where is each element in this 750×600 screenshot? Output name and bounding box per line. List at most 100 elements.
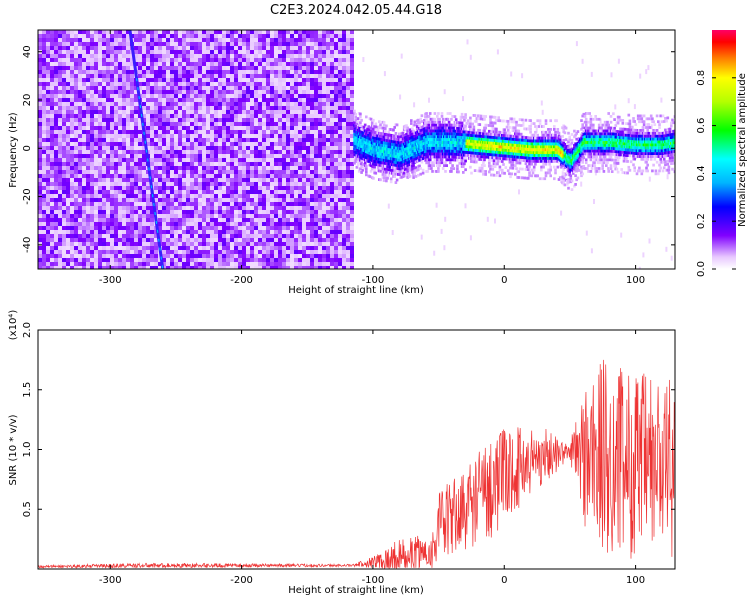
- noise-cell: [318, 202, 322, 206]
- noise-cell: [290, 162, 294, 166]
- noise-cell: [462, 96, 464, 102]
- noise-cell: [270, 46, 274, 50]
- noise-cell: [270, 262, 274, 266]
- noise-cell: [46, 242, 50, 246]
- noise-cell: [186, 218, 190, 222]
- noise-cell: [38, 186, 42, 190]
- noise-cell: [274, 42, 278, 46]
- noise-cell: [150, 150, 154, 154]
- noise-cell: [282, 54, 286, 58]
- noise-cell: [286, 82, 290, 86]
- noise-cell: [342, 186, 346, 190]
- noise-cell: [314, 234, 318, 238]
- noise-cell: [142, 222, 146, 226]
- noise-cell: [330, 178, 334, 182]
- noise-cell: [250, 166, 254, 170]
- noise-cell: [202, 146, 206, 150]
- noise-cell: [114, 250, 118, 254]
- noise-cell: [154, 206, 158, 210]
- noise-cell: [94, 158, 98, 162]
- noise-cell: [122, 206, 126, 210]
- noise-cell: [350, 42, 354, 46]
- noise-cell: [266, 210, 270, 214]
- noise-cell: [262, 138, 266, 142]
- noise-cell: [258, 50, 262, 54]
- noise-cell: [150, 94, 154, 98]
- noise-cell: [170, 194, 174, 198]
- noise-cell: [338, 34, 342, 38]
- noise-cell: [186, 254, 190, 258]
- noise-cell: [98, 266, 102, 269]
- noise-cell: [74, 86, 78, 90]
- noise-cell: [310, 142, 314, 146]
- noise-cell: [134, 90, 138, 94]
- noise-cell: [330, 214, 334, 218]
- noise-cell: [78, 62, 82, 66]
- noise-cell: [82, 58, 86, 62]
- noise-cell: [214, 146, 218, 150]
- noise-cell: [314, 90, 318, 94]
- noise-cell: [290, 130, 294, 134]
- noise-cell: [444, 216, 447, 222]
- noise-cell: [46, 130, 50, 134]
- noise-cell: [82, 174, 86, 178]
- noise-cell: [238, 218, 242, 222]
- noise-cell: [326, 202, 330, 206]
- noise-cell: [435, 202, 438, 208]
- noise-cell: [330, 174, 334, 178]
- noise-cell: [78, 34, 82, 38]
- noise-cell: [54, 78, 58, 82]
- noise-cell: [70, 90, 74, 94]
- noise-cell: [218, 194, 222, 198]
- noise-cell: [54, 138, 58, 142]
- noise-cell: [350, 70, 354, 74]
- noise-cell: [46, 34, 50, 38]
- noise-cell: [330, 158, 334, 162]
- noise-cell: [290, 182, 294, 186]
- noise-cell: [130, 230, 134, 234]
- noise-cell: [102, 70, 106, 74]
- noise-cell: [290, 194, 294, 198]
- noise-cell: [158, 94, 162, 98]
- noise-cell: [214, 178, 218, 182]
- noise-cell: [230, 74, 234, 78]
- noise-cell: [198, 262, 202, 266]
- noise-cell: [254, 154, 258, 158]
- noise-cell: [126, 130, 130, 134]
- noise-cell: [46, 262, 50, 266]
- noise-cell: [282, 230, 286, 234]
- noise-cell: [158, 194, 162, 198]
- noise-cell: [258, 106, 262, 110]
- noise-cell: [170, 238, 174, 242]
- noise-cell: [306, 230, 310, 234]
- noise-cell: [206, 174, 210, 178]
- noise-cell: [306, 266, 310, 269]
- noise-cell: [230, 50, 234, 54]
- noise-cell: [322, 218, 326, 222]
- noise-cell: [46, 90, 50, 94]
- noise-cell: [242, 146, 246, 150]
- noise-cell: [262, 46, 266, 50]
- noise-cell: [314, 54, 318, 58]
- noise-cell: [198, 142, 202, 146]
- noise-cell: [154, 146, 158, 150]
- noise-cell: [575, 41, 578, 47]
- noise-cell: [206, 226, 210, 230]
- noise-cell: [246, 70, 250, 74]
- noise-cell: [326, 86, 330, 90]
- noise-cell: [226, 230, 230, 234]
- noise-cell: [334, 218, 338, 222]
- noise-cell: [42, 54, 46, 58]
- noise-cell: [298, 66, 302, 70]
- noise-cell: [326, 82, 330, 86]
- noise-cell: [102, 78, 106, 82]
- noise-cell: [318, 30, 322, 34]
- noise-cell: [46, 38, 50, 42]
- noise-cell: [318, 218, 322, 222]
- noise-cell: [182, 46, 186, 50]
- noise-cell: [206, 50, 210, 54]
- noise-cell: [342, 246, 346, 250]
- noise-cell: [222, 150, 226, 154]
- noise-cell: [86, 158, 90, 162]
- noise-cell: [298, 218, 302, 222]
